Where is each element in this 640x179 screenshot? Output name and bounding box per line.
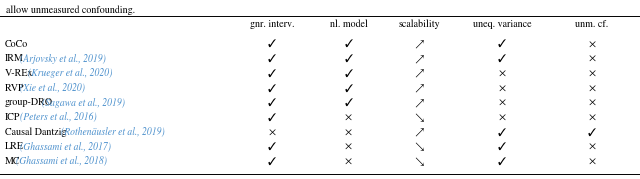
Text: (Ghassami et al., 2017): (Ghassami et al., 2017) [20,142,111,152]
Text: $\nearrow$: $\nearrow$ [413,126,426,138]
Text: $\checkmark$: $\checkmark$ [267,68,277,79]
Text: $\times$: $\times$ [588,156,596,166]
Text: nl. model: nl. model [330,19,368,29]
Text: ICP: ICP [5,112,20,122]
Text: uneq. variance: uneq. variance [473,19,532,29]
Text: gnr. interv.: gnr. interv. [250,19,294,29]
Text: $\times$: $\times$ [344,156,353,166]
Text: (Ghassami et al., 2018): (Ghassami et al., 2018) [17,156,108,166]
Text: $\checkmark$: $\checkmark$ [344,97,354,108]
Text: scalability: scalability [398,19,440,29]
Text: $\times$: $\times$ [498,68,507,78]
Text: (Arjovsky et al., 2019): (Arjovsky et al., 2019) [20,54,106,64]
Text: $\searrow$: $\searrow$ [413,140,426,153]
Text: $\checkmark$: $\checkmark$ [267,53,277,64]
Text: Causal Dantzig: Causal Dantzig [5,127,67,137]
Text: $\checkmark$: $\checkmark$ [267,38,277,49]
Text: $\checkmark$: $\checkmark$ [267,97,277,108]
Text: $\times$: $\times$ [588,39,596,49]
Text: $\checkmark$: $\checkmark$ [497,126,508,137]
Text: $\checkmark$: $\checkmark$ [344,68,354,79]
Text: $\checkmark$: $\checkmark$ [344,38,354,49]
Text: $\times$: $\times$ [344,112,353,122]
Text: $\times$: $\times$ [344,142,353,151]
Text: group-DRO: group-DRO [5,98,53,107]
Text: $\times$: $\times$ [344,127,353,137]
Text: $\times$: $\times$ [268,127,276,137]
Text: $\times$: $\times$ [588,98,596,107]
Text: unm. cf.: unm. cf. [575,19,609,29]
Text: $\checkmark$: $\checkmark$ [587,126,597,137]
Text: allow unmeasured confounding.: allow unmeasured confounding. [6,5,136,15]
Text: $\searrow$: $\searrow$ [413,111,426,124]
Text: (Krueger et al., 2020): (Krueger et al., 2020) [28,68,112,78]
Text: $\nearrow$: $\nearrow$ [413,82,426,94]
Text: $\checkmark$: $\checkmark$ [267,141,277,152]
Text: $\nearrow$: $\nearrow$ [413,38,426,50]
Text: $\times$: $\times$ [498,83,507,93]
Text: $\times$: $\times$ [588,142,596,151]
Text: $\searrow$: $\searrow$ [413,155,426,168]
Text: $\nearrow$: $\nearrow$ [413,97,426,108]
Text: MC: MC [5,156,20,166]
Text: V-REx: V-REx [5,68,34,78]
Text: $\checkmark$: $\checkmark$ [497,53,508,64]
Text: (Peters et al., 2016): (Peters et al., 2016) [20,112,97,122]
Text: LRE: LRE [5,142,24,151]
Text: (Sagawa et al., 2019): (Sagawa et al., 2019) [42,98,125,108]
Text: (Rothenäusler et al., 2019): (Rothenäusler et al., 2019) [61,127,164,137]
Text: $\checkmark$: $\checkmark$ [267,82,277,93]
Text: $\checkmark$: $\checkmark$ [344,82,354,93]
Text: $\times$: $\times$ [498,112,507,122]
Text: $\times$: $\times$ [588,83,596,93]
Text: $\times$: $\times$ [588,68,596,78]
Text: $\nearrow$: $\nearrow$ [413,67,426,79]
Text: $\times$: $\times$ [588,112,596,122]
Text: $\checkmark$: $\checkmark$ [497,38,508,49]
Text: $\checkmark$: $\checkmark$ [497,141,508,152]
Text: RVP: RVP [5,83,24,93]
Text: $\nearrow$: $\nearrow$ [413,53,426,64]
Text: $\checkmark$: $\checkmark$ [497,156,508,167]
Text: $\checkmark$: $\checkmark$ [267,112,277,123]
Text: (Xie et al., 2020): (Xie et al., 2020) [20,83,85,93]
Text: CoCo: CoCo [5,39,28,49]
Text: IRM: IRM [5,54,24,63]
Text: $\times$: $\times$ [588,54,596,63]
Text: $\checkmark$: $\checkmark$ [344,53,354,64]
Text: $\checkmark$: $\checkmark$ [267,156,277,167]
Text: $\times$: $\times$ [498,98,507,107]
